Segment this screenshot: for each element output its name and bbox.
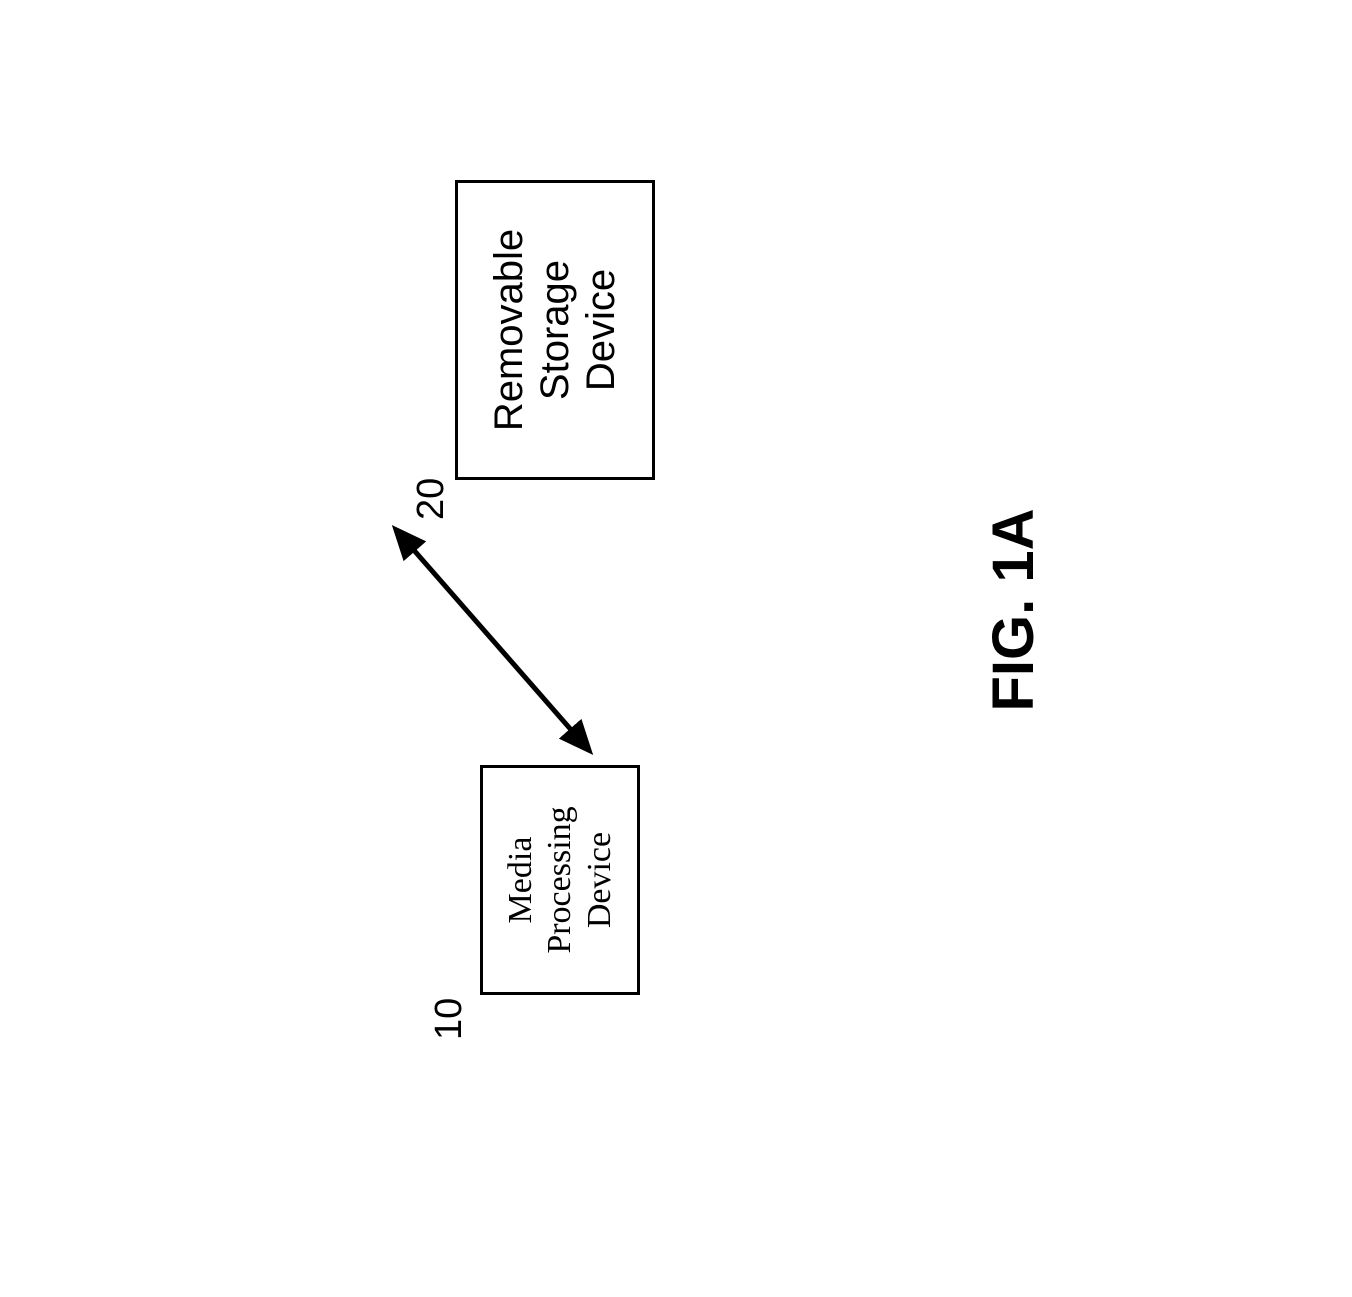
arrow-line (405, 540, 580, 740)
media-box-text: Media Processing Device (501, 806, 618, 953)
storage-ref-number: 20 (410, 478, 453, 520)
figure-canvas: 10 Media Processing Device 20 (0, 0, 1352, 1297)
media-node-group: 10 Media Processing Device (440, 730, 700, 1030)
storage-box-text: Removable Storage Device (486, 229, 624, 431)
storage-box: Removable Storage Device (455, 180, 655, 480)
figure-caption: FIG. 1A (980, 460, 1060, 760)
media-box: Media Processing Device (480, 765, 640, 995)
storage-node-group: 20 Removable Storage Device (410, 140, 710, 520)
media-ref-number: 10 (428, 998, 471, 1040)
